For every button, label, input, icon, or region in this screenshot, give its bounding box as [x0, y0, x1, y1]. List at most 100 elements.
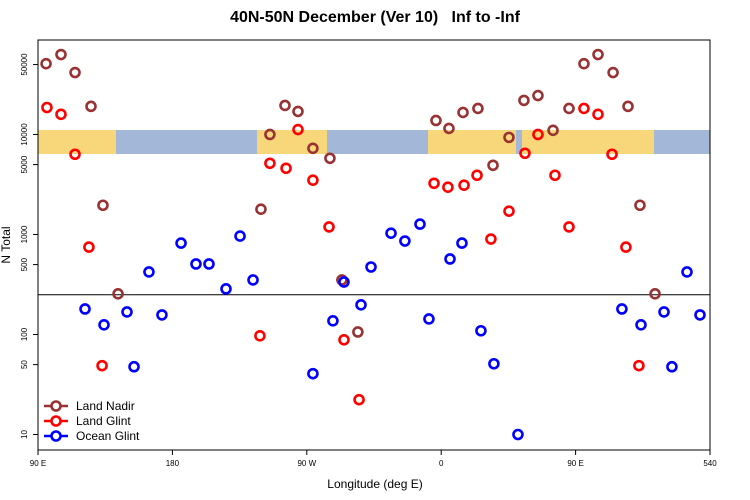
data-point [633, 359, 645, 372]
legend-marker [50, 430, 62, 442]
data-point [456, 237, 468, 249]
data-point [112, 288, 124, 300]
data-point [658, 306, 670, 318]
y-tick-label: 1000 [20, 225, 29, 243]
data-point [69, 66, 81, 79]
data-point [458, 179, 470, 191]
data-point [69, 148, 81, 161]
data-point [592, 48, 604, 61]
data-point [622, 100, 634, 113]
data-point [324, 152, 336, 165]
data-point [55, 108, 67, 121]
legend-marker [50, 400, 62, 412]
data-point [635, 319, 647, 331]
y-tick-label: 10000 [20, 123, 29, 146]
data-point [247, 274, 259, 286]
data-point [620, 241, 632, 253]
data-point [128, 360, 140, 373]
data-point [156, 309, 168, 321]
data-point [471, 169, 483, 182]
x-tick-label: 0 [439, 459, 444, 468]
x-tick-label: 90 E [567, 459, 583, 468]
x-tick-label: 90 E [30, 459, 46, 468]
x-tick-label: 540 [703, 459, 717, 468]
data-point [365, 261, 377, 273]
data-point [203, 258, 215, 270]
y-tick-label: 10 [20, 430, 29, 439]
y-tick-label: 500 [20, 257, 29, 271]
data-point [472, 102, 484, 115]
data-point [503, 205, 515, 217]
data-point [234, 230, 246, 242]
chart-title: 40N-50N December (Ver 10) Inf to -Inf [230, 9, 521, 26]
y-tick-label: 5000 [20, 155, 29, 173]
data-point [336, 274, 348, 286]
data-point [98, 319, 110, 331]
land-strip [428, 130, 516, 154]
data-point [399, 235, 411, 247]
legend-label: Land Glint [76, 414, 131, 428]
data-point [428, 177, 440, 190]
data-point [666, 360, 678, 373]
y-tick-label: 50000 [20, 53, 29, 76]
data-point [79, 303, 91, 315]
data-point [255, 203, 267, 215]
data-point [518, 94, 530, 107]
legend-label: Ocean Glint [76, 429, 140, 443]
data-point [385, 227, 397, 239]
land-strip [522, 130, 654, 154]
data-point [323, 221, 335, 233]
data-point [40, 57, 52, 70]
data-point [121, 306, 133, 318]
x-tick-label: 90 W [297, 459, 316, 468]
data-point [485, 233, 497, 245]
data-point [264, 128, 276, 141]
data-point [475, 324, 487, 337]
data-point [292, 123, 304, 136]
data-point [254, 330, 266, 342]
data-point [307, 367, 319, 380]
data-point [519, 147, 531, 160]
data-point [694, 309, 706, 321]
data-point [457, 106, 469, 119]
data-point [353, 393, 365, 406]
data-point [681, 266, 693, 278]
x-tick-label: 180 [166, 459, 180, 468]
y-tick-label: 50 [20, 360, 29, 369]
data-point [414, 218, 426, 230]
y-tick-label: 100 [20, 327, 29, 341]
data-point [430, 114, 442, 127]
data-point [279, 99, 291, 112]
data-point [563, 102, 575, 115]
data-point [355, 299, 367, 311]
data-point [280, 162, 292, 175]
data-point [307, 174, 319, 186]
data-point [563, 221, 575, 233]
data-point [616, 303, 628, 315]
data-point [634, 199, 646, 212]
data-point [578, 57, 590, 70]
data-point [606, 148, 618, 161]
data-point [423, 313, 435, 325]
data-point [592, 108, 604, 121]
y-axis-label: N Total [0, 226, 13, 263]
data-point [190, 258, 202, 270]
data-point [649, 288, 661, 300]
data-point [444, 253, 456, 265]
data-point [85, 100, 97, 113]
data-point [488, 357, 500, 370]
data-point [41, 101, 53, 114]
data-point [352, 326, 364, 338]
data-point [549, 169, 561, 182]
land-strip [257, 130, 327, 154]
data-point [532, 89, 544, 102]
data-point [55, 48, 67, 61]
data-point [607, 66, 619, 79]
data-point [512, 428, 524, 441]
legend-marker [50, 415, 62, 427]
data-point [532, 128, 544, 141]
data-point [503, 131, 515, 144]
data-point [338, 333, 350, 346]
data-point [327, 315, 339, 327]
